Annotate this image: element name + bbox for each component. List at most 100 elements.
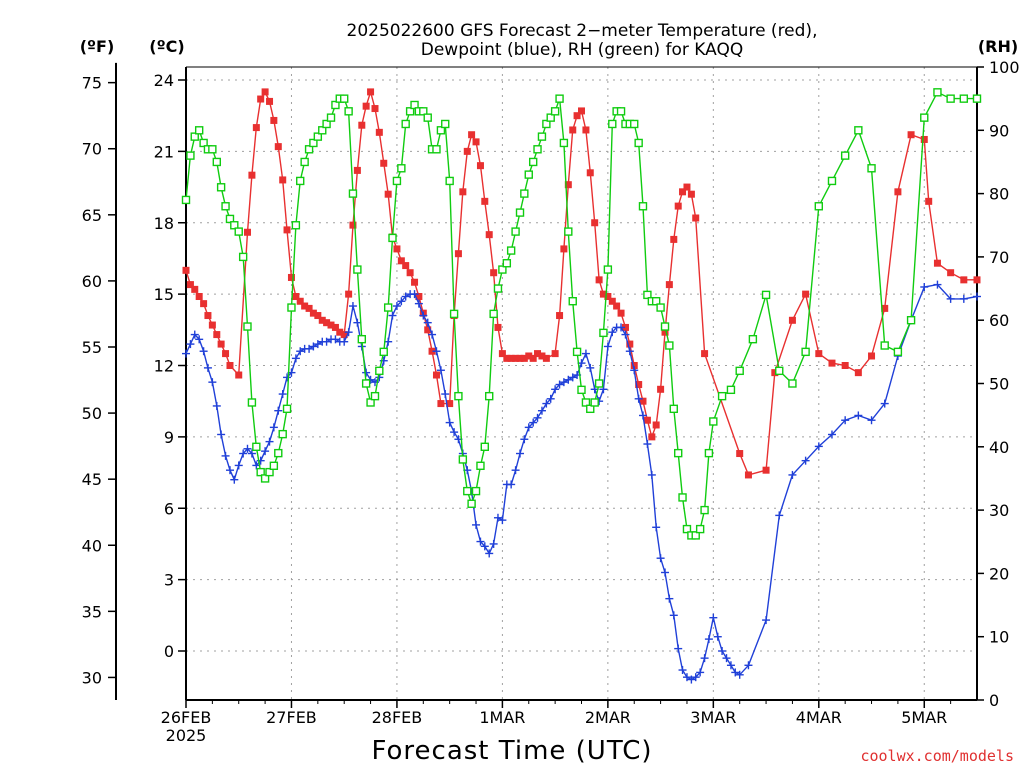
- x-tick-label: 1MAR: [479, 708, 525, 727]
- rh-point: [608, 119, 617, 129]
- dewpoint-point: [726, 661, 735, 670]
- temperature-point: [182, 266, 190, 274]
- dewpoint-point: [410, 290, 419, 299]
- temperature-point: [454, 250, 462, 258]
- rh-point: [449, 309, 459, 319]
- temperature-point: [960, 276, 968, 284]
- temperature-point: [525, 352, 533, 360]
- dewpoint-point: [278, 390, 287, 399]
- temperature-point: [279, 176, 287, 184]
- temperature-point: [762, 466, 770, 474]
- rh-point: [550, 107, 560, 116]
- rh-point: [181, 195, 191, 205]
- dewpoint-point: [401, 292, 410, 301]
- dewpoint-point: [744, 661, 753, 670]
- dewpoint-point: [973, 292, 981, 301]
- rh-point: [867, 164, 876, 173]
- x-tick-label: 28FEB: [372, 708, 423, 727]
- rh-point: [247, 398, 257, 407]
- celsius-tick-label: 6: [164, 499, 174, 518]
- dewpoint-point: [247, 449, 256, 458]
- dewpoint-point: [718, 647, 727, 655]
- temperature-point: [476, 162, 484, 170]
- dewpoint-point: [731, 668, 740, 677]
- temperature-point: [551, 350, 559, 358]
- temperature-point: [582, 126, 590, 134]
- dewpoint-point: [520, 435, 529, 444]
- temperature-point: [261, 88, 269, 96]
- dewpoint-point: [507, 480, 516, 489]
- temperature-point: [973, 276, 981, 284]
- dewpoint-point: [709, 613, 718, 622]
- dewpoint-point: [652, 523, 661, 532]
- rh-point: [318, 126, 327, 135]
- rh-point: [599, 328, 608, 338]
- dewpoint-point: [529, 418, 538, 427]
- rh-point: [651, 297, 661, 306]
- rh-point: [586, 404, 595, 414]
- dewpoint-point: [419, 311, 428, 320]
- rh-point: [485, 391, 494, 401]
- dewpoint-point: [243, 444, 252, 453]
- temperature-point: [907, 131, 915, 139]
- rh-point: [920, 113, 929, 122]
- rh-point: [313, 132, 323, 141]
- dewpoint-point: [441, 390, 450, 399]
- dewpoint-point: [920, 282, 929, 291]
- dewpoint-point: [682, 673, 691, 682]
- temperature-point: [771, 369, 779, 377]
- rh-point: [594, 379, 604, 388]
- temperature-point: [595, 276, 603, 284]
- temperature-point: [468, 131, 476, 139]
- dewpoint-point: [704, 635, 713, 644]
- rh-point: [234, 227, 243, 236]
- temperature-point: [657, 385, 665, 393]
- rh-point: [230, 221, 239, 230]
- temperature-point: [213, 331, 221, 339]
- rh-point: [278, 429, 287, 439]
- dewpoint-point: [630, 366, 639, 375]
- dewpoint-point: [634, 394, 643, 403]
- dewpoint-point: [814, 442, 823, 451]
- temperature-point: [661, 328, 669, 336]
- temperature-point: [222, 350, 230, 358]
- rh-tick-label: 100: [989, 58, 1020, 77]
- dewpoint-point: [239, 449, 248, 458]
- dewpoint-point: [564, 375, 573, 384]
- rh-point: [260, 474, 270, 483]
- rh-point: [216, 183, 226, 192]
- rh-point: [331, 100, 340, 110]
- celsius-unit-label: (ºC): [149, 37, 184, 56]
- celsius-tick-label: 24: [154, 71, 174, 90]
- rh-point: [572, 347, 582, 357]
- rh-point: [445, 176, 454, 186]
- dewpoint-point: [867, 416, 876, 425]
- dewpoint-point: [221, 451, 230, 460]
- rh-point: [568, 297, 577, 306]
- temperature-point: [744, 471, 752, 479]
- dewpoint-point: [296, 347, 305, 356]
- dewpoint-point: [762, 616, 771, 625]
- rh-point: [493, 284, 503, 293]
- rh-point: [274, 448, 283, 458]
- dewpoint-point: [384, 337, 393, 346]
- dewpoint-point: [696, 668, 705, 677]
- celsius-tick-label: 15: [154, 285, 174, 304]
- rh-point: [643, 290, 652, 300]
- rh-point: [340, 94, 349, 103]
- rh-point: [893, 347, 903, 357]
- temperature-point: [384, 190, 392, 198]
- rh-point: [700, 505, 709, 515]
- dewpoint-point: [516, 449, 525, 458]
- rh-point: [405, 107, 415, 116]
- temperature-point: [542, 354, 550, 362]
- dewpoint-point: [432, 347, 441, 356]
- dewpoint-point: [555, 380, 564, 389]
- rh-unit-label: (RH): [978, 37, 1018, 56]
- rh-point: [383, 303, 393, 312]
- rh-tick-label: 50: [989, 375, 1009, 394]
- dewpoint-point: [265, 437, 274, 446]
- rh-point: [801, 347, 810, 357]
- temperature-point: [274, 143, 282, 151]
